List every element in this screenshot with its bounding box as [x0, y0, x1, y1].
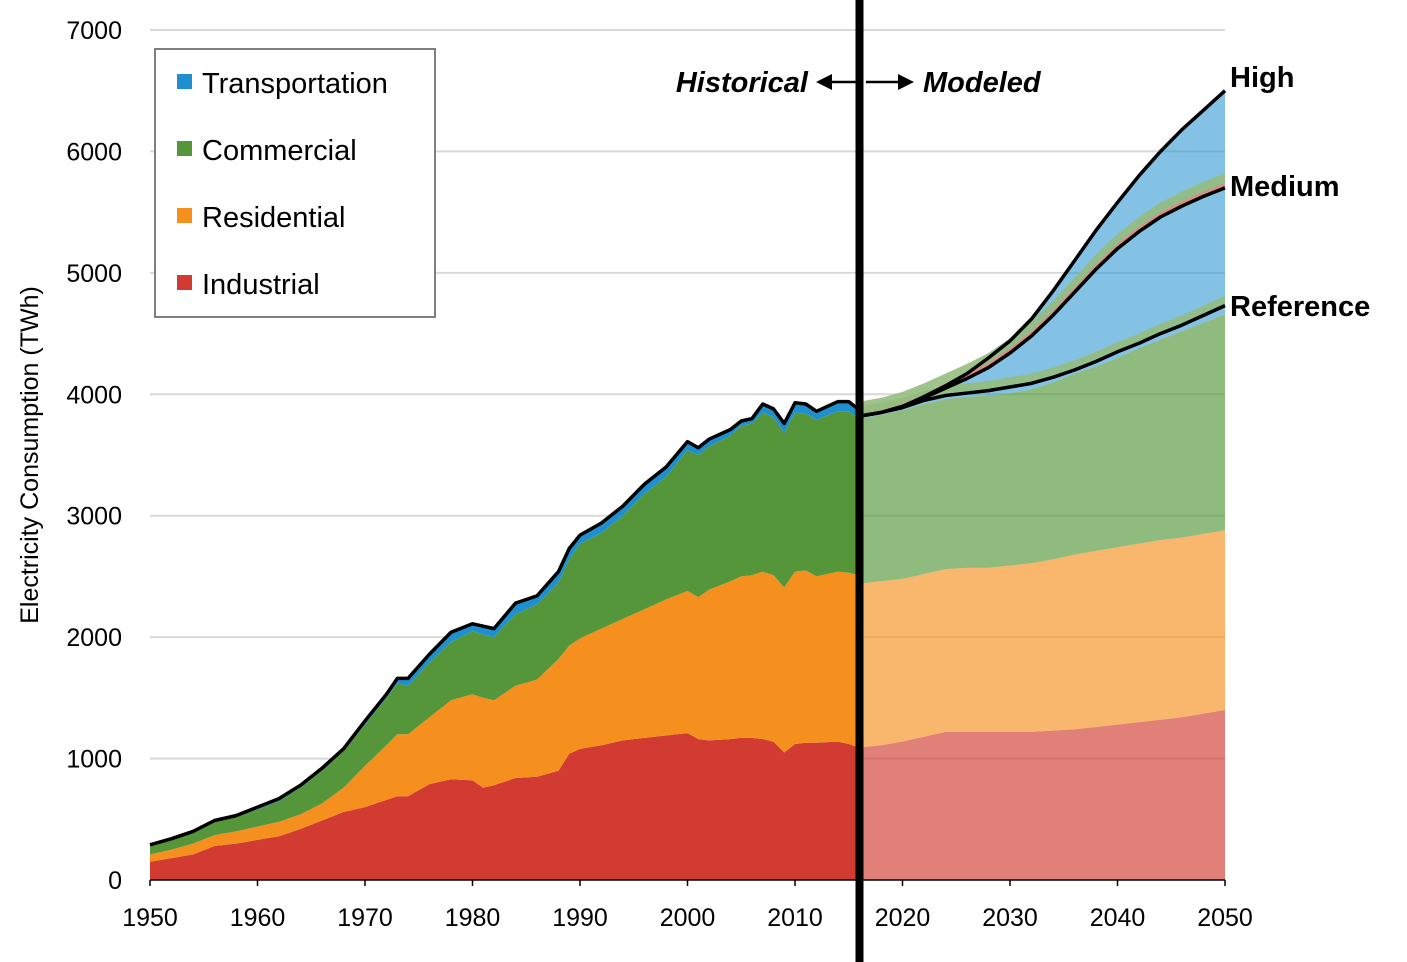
historical-industrial-area: [150, 733, 860, 880]
x-tick-label: 2040: [1090, 904, 1146, 932]
legend-label-residential: Residential: [202, 202, 345, 234]
y-tick-label: 2000: [66, 624, 122, 652]
y-tick-label: 3000: [66, 503, 122, 531]
x-tick-label: 2010: [767, 904, 823, 932]
x-tick-label: 1960: [230, 904, 286, 932]
y-tick-label: 5000: [66, 260, 122, 288]
historical-commercial-area: [150, 411, 860, 855]
legend-label-transportation: Transportation: [202, 68, 388, 100]
right-arrowhead-icon: [898, 74, 914, 90]
legend-label-industrial: Industrial: [202, 269, 320, 301]
modeled-label: Modeled: [923, 67, 1042, 99]
y-tick-label: 1000: [66, 746, 122, 774]
historical-residential-area: [150, 570, 860, 862]
x-tick-label: 1990: [552, 904, 608, 932]
modeled-industrial-area: [859, 710, 1225, 880]
legend-swatch-residential: [177, 208, 192, 223]
modeled-commercial-area: [859, 314, 1225, 584]
reference-line: [859, 304, 1226, 418]
x-tick-label: 1970: [337, 904, 393, 932]
legend-box: [154, 48, 436, 318]
left-arrowhead-icon: [816, 74, 832, 90]
scenario-label-high: High: [1230, 62, 1294, 94]
y-tick-label: 0: [108, 867, 122, 895]
legend-swatch-transportation: [177, 74, 192, 89]
high-line: [859, 89, 1227, 418]
x-tick-label: 1980: [445, 904, 501, 932]
scenario-label-medium: Medium: [1230, 171, 1340, 203]
x-tick-label: 2000: [660, 904, 716, 932]
x-tick-label: 2020: [875, 904, 931, 932]
legend-swatch-industrial: [177, 275, 192, 290]
historical-transportation-area: [150, 401, 860, 846]
y-tick-label: 6000: [66, 138, 122, 166]
legend-swatch-commercial: [177, 141, 192, 156]
medium-commercial-sliver: [859, 173, 1225, 412]
x-tick-label: 2030: [982, 904, 1038, 932]
x-tick-label: 2050: [1197, 904, 1253, 932]
axes: 0 1000 2000 3000 4000 5000 6000 7000 1950 1960 197…: [66, 17, 1252, 932]
scenario-lines: [149, 89, 1227, 847]
x-tick-label: 1950: [122, 904, 178, 932]
area-series: [150, 90, 1225, 880]
y-tick-label: 4000: [66, 381, 122, 409]
modeled-residential-area: [859, 530, 1225, 748]
y-axis-label: Electricity Consumption (TWh): [16, 286, 44, 624]
scenario-label-reference: Reference: [1230, 291, 1370, 323]
legend-label-commercial: Commercial: [202, 135, 357, 167]
y-tick-label: 7000: [66, 17, 122, 45]
historical-label: Historical: [676, 67, 809, 99]
legend: Transportation Commercial Residential In…: [154, 48, 436, 318]
annotations: Historical Modeled High Medium Reference: [676, 62, 1370, 323]
historical-total-line: [149, 399, 861, 847]
